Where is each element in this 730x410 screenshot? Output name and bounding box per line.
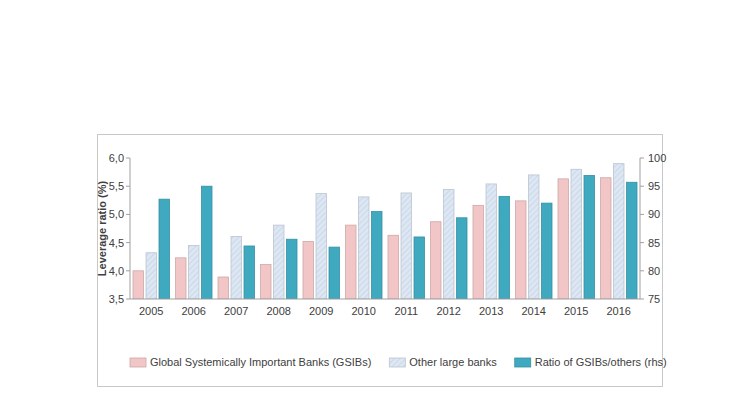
x-axis-line <box>130 299 640 300</box>
bar-hatch <box>231 236 242 299</box>
legend-label: Other large banks <box>409 356 497 368</box>
bar <box>584 175 595 299</box>
y-axis-line <box>130 158 131 299</box>
x-tick-label: 2012 <box>437 305 461 317</box>
bar <box>372 212 383 299</box>
y2-tick-label: 100 <box>648 152 666 164</box>
y2-tick-label: 90 <box>648 208 660 220</box>
bar <box>133 271 144 299</box>
bar <box>499 196 510 299</box>
bar <box>542 203 553 299</box>
bar <box>529 175 540 299</box>
x-tick-label: 2016 <box>607 305 631 317</box>
y-tick <box>126 186 130 187</box>
bar <box>444 190 455 299</box>
bar-hatch <box>444 190 455 299</box>
x-tick-label: 2013 <box>479 305 503 317</box>
bar <box>473 205 484 299</box>
bar <box>614 164 625 299</box>
bar <box>627 182 638 299</box>
bar <box>414 237 425 299</box>
y-tick-label: 3,5 <box>109 293 124 305</box>
y2-tick <box>640 186 644 187</box>
legend-swatch-hatch <box>389 358 405 367</box>
y-tick-label: 4,0 <box>109 265 124 277</box>
bar <box>303 241 314 299</box>
bars <box>133 164 637 299</box>
legend-label: Global Systemically Important Banks (GSI… <box>150 356 371 368</box>
y-tick <box>126 158 130 159</box>
bar <box>486 184 497 299</box>
bar-hatch <box>146 253 157 299</box>
legend-label: Ratio of GSIBs/others (rhs) <box>535 356 667 368</box>
legend-swatch <box>389 358 405 367</box>
bar <box>516 201 527 299</box>
y-tick-label: 5,5 <box>109 180 124 192</box>
bar-hatch <box>614 164 625 299</box>
y-tick-label: 5,0 <box>109 208 124 220</box>
bar <box>431 222 442 299</box>
y-tick <box>126 242 130 243</box>
y2-tick-label: 95 <box>648 180 660 192</box>
bar-hatch <box>529 175 540 299</box>
bar <box>231 236 242 299</box>
y2-tick <box>640 242 644 243</box>
y-tick-label: 6,0 <box>109 152 124 164</box>
chart-svg: 3,5 4,0 4,5 5,0 5,5 6,0 75 80 85 90 95 100 Leverage … <box>0 0 730 410</box>
y-tick-label: 4,5 <box>109 237 124 249</box>
bar <box>571 169 582 299</box>
x-tick-label: 2007 <box>224 305 248 317</box>
y-tick <box>126 270 130 271</box>
bar <box>244 246 255 299</box>
y2-axis-line <box>640 158 641 299</box>
bar-hatch <box>401 193 412 299</box>
bar-hatch <box>274 225 285 299</box>
y2-tick-label: 80 <box>648 265 660 277</box>
x-tick-label: 2010 <box>352 305 376 317</box>
legend-swatch <box>515 358 531 367</box>
legend-swatch <box>130 358 146 367</box>
x-tick-label: 2011 <box>394 305 418 317</box>
y2-tick <box>640 158 644 159</box>
y-tick <box>126 299 130 300</box>
x-tick-label: 2008 <box>267 305 291 317</box>
x-tick-label: 2009 <box>309 305 333 317</box>
x-tick-label: 2006 <box>182 305 206 317</box>
chart-frame <box>98 135 663 387</box>
y2-tick <box>640 214 644 215</box>
x-tick-label: 2014 <box>522 305 546 317</box>
bar <box>176 258 187 299</box>
bar <box>287 239 298 299</box>
bar <box>401 193 412 299</box>
bar <box>558 179 569 299</box>
y2-tick-label: 85 <box>648 237 660 249</box>
x-tick-label: 2005 <box>139 305 163 317</box>
bar <box>261 265 272 299</box>
bar-hatch <box>359 197 370 299</box>
bar <box>189 245 200 299</box>
bar <box>601 178 612 299</box>
bar-hatch <box>316 194 327 299</box>
bar-hatch <box>189 245 200 299</box>
bar <box>316 194 327 299</box>
bar <box>159 199 170 299</box>
y-tick <box>126 214 130 215</box>
bar-hatch <box>571 169 582 299</box>
bar-hatch <box>486 184 497 299</box>
bar <box>202 186 213 299</box>
bar <box>346 225 357 299</box>
bar <box>388 235 399 299</box>
bar <box>329 247 340 299</box>
bar <box>359 197 370 299</box>
chart-container: 3,5 4,0 4,5 5,0 5,5 6,0 75 80 85 90 95 100 Leverage … <box>0 0 730 410</box>
bar <box>274 225 285 299</box>
y2-tick-label: 75 <box>648 293 660 305</box>
x-tick-label: 2015 <box>564 305 588 317</box>
y2-tick <box>640 270 644 271</box>
bar <box>146 253 157 299</box>
y2-tick <box>640 299 644 300</box>
bar <box>218 277 229 299</box>
bar <box>457 218 468 299</box>
y-axis-label: Leverage ratio (%) <box>96 180 108 276</box>
